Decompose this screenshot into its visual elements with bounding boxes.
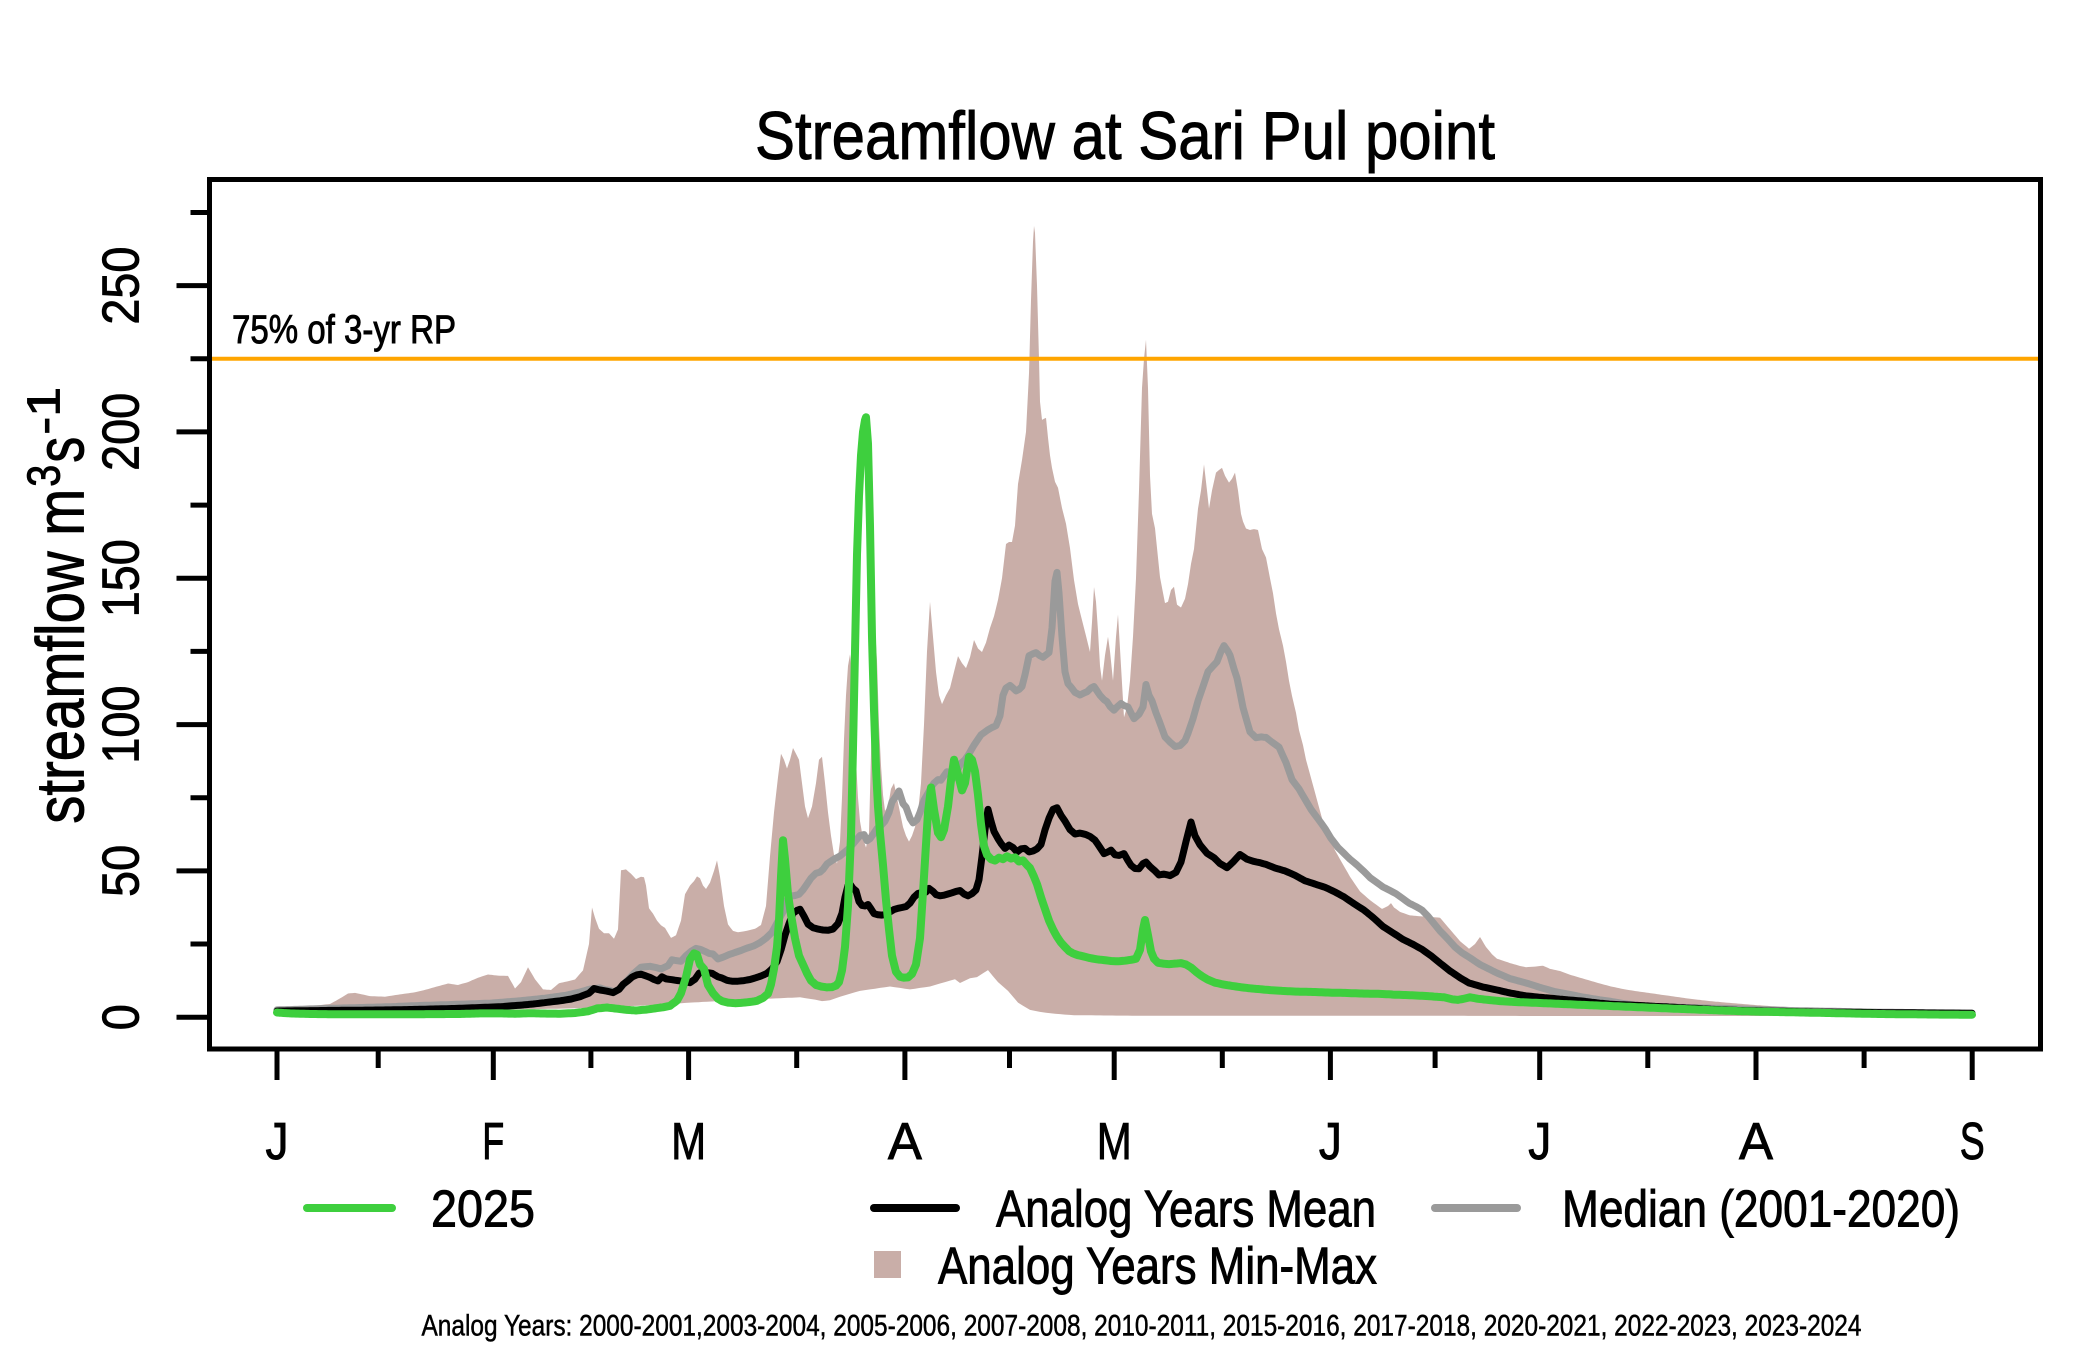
svg-text:J: J bbox=[1319, 1113, 1342, 1171]
svg-text:2025: 2025 bbox=[431, 1181, 535, 1239]
svg-text:S: S bbox=[1960, 1113, 1985, 1171]
svg-text:50: 50 bbox=[93, 845, 151, 897]
svg-text:s: s bbox=[23, 437, 99, 463]
svg-text:Analog Years: 2000-2001,2003-2: Analog Years: 2000-2001,2003-2004, 2005-… bbox=[422, 1310, 1862, 1343]
svg-text:75% of 3-yr RP: 75% of 3-yr RP bbox=[232, 308, 456, 352]
svg-text:J: J bbox=[1528, 1113, 1551, 1171]
svg-text:A: A bbox=[1739, 1113, 1773, 1171]
svg-text:M: M bbox=[1097, 1113, 1132, 1171]
svg-text:Analog Years Mean: Analog Years Mean bbox=[996, 1181, 1376, 1239]
svg-text:250: 250 bbox=[93, 247, 151, 325]
svg-text:200: 200 bbox=[93, 393, 151, 471]
svg-text:3: 3 bbox=[18, 465, 70, 487]
svg-text:J: J bbox=[266, 1113, 289, 1171]
svg-text:100: 100 bbox=[93, 686, 151, 764]
svg-text:F: F bbox=[482, 1113, 504, 1171]
svg-text:streamflow m: streamflow m bbox=[23, 489, 99, 824]
svg-text:Median (2001-2020): Median (2001-2020) bbox=[1562, 1181, 1960, 1239]
svg-text:0: 0 bbox=[93, 1004, 151, 1030]
svg-text:150: 150 bbox=[93, 539, 151, 617]
svg-text:A: A bbox=[888, 1113, 922, 1171]
svg-text:-1: -1 bbox=[18, 387, 70, 435]
svg-text:Analog Years Min-Max: Analog Years Min-Max bbox=[938, 1237, 1377, 1295]
svg-text:M: M bbox=[671, 1113, 706, 1171]
svg-text:Streamflow at Sari Pul point: Streamflow at Sari Pul point bbox=[755, 98, 1495, 174]
